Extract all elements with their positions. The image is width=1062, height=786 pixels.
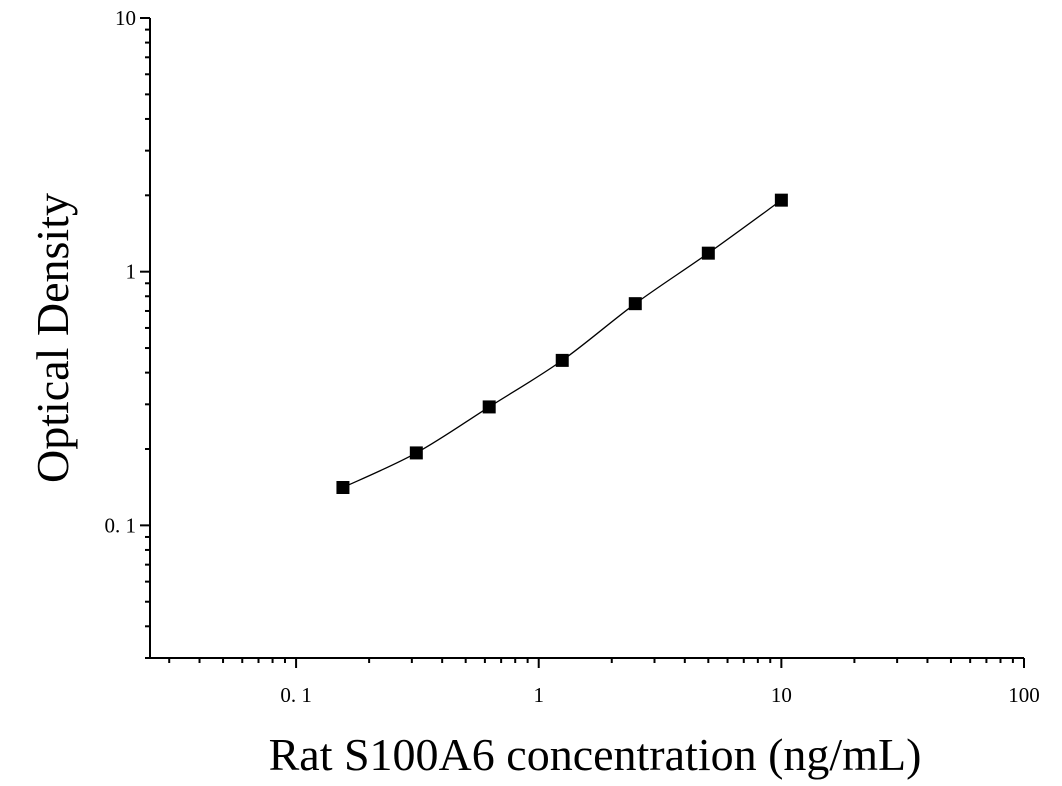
y-tick-label: 1 — [126, 260, 137, 284]
data-point-square — [628, 297, 642, 311]
data-point-square — [555, 353, 569, 367]
x-tick-label: 10 — [771, 683, 792, 707]
y-tick-label: 0. 1 — [105, 513, 137, 537]
fit-curve — [342, 199, 782, 489]
data-point-square — [409, 446, 423, 460]
x-axis-title: Rat S100A6 concentration (ng/mL) — [269, 729, 922, 780]
axes — [149, 18, 1024, 659]
data-points — [336, 193, 788, 495]
x-tick-label: 0. 1 — [280, 683, 312, 707]
data-point-square — [774, 193, 788, 207]
data-point-square — [701, 246, 715, 260]
x-tick-label: 100 — [1008, 683, 1040, 707]
x-tick-label: 1 — [533, 683, 544, 707]
y-axis-title: Optical Density — [27, 193, 78, 483]
ticks: 0. 1 1 10 100 0. 1 1 10 — [105, 6, 1040, 707]
y-tick-label: 10 — [115, 6, 136, 30]
fit-curve-layer — [342, 199, 782, 489]
data-point-square — [482, 400, 496, 414]
data-point-square — [336, 481, 350, 495]
